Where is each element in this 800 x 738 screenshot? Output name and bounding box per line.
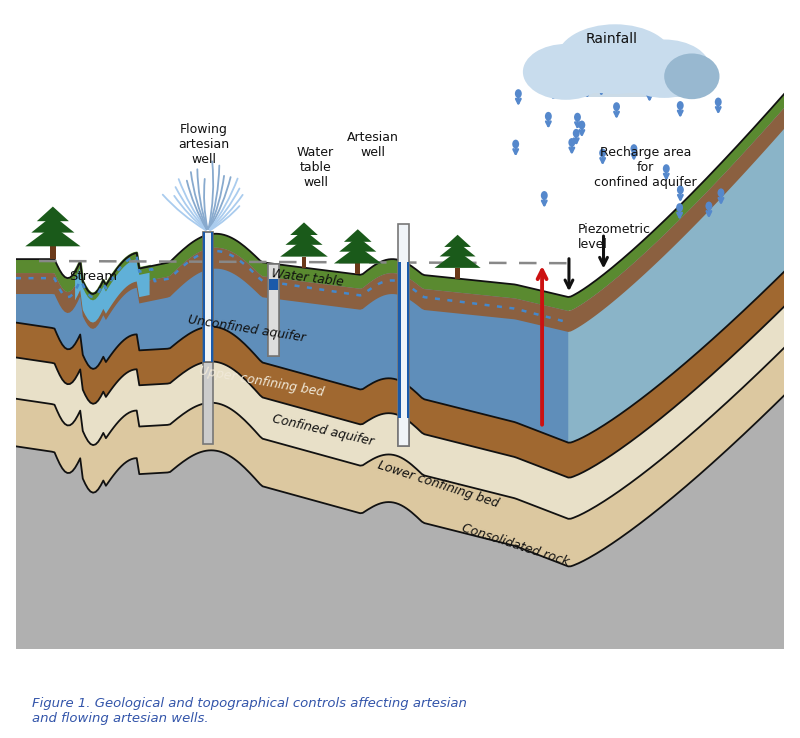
Polygon shape	[26, 226, 81, 246]
Polygon shape	[16, 348, 784, 566]
Ellipse shape	[568, 138, 575, 147]
Ellipse shape	[573, 129, 580, 138]
Text: Artesian
well: Artesian well	[347, 131, 399, 159]
Polygon shape	[16, 234, 568, 443]
Ellipse shape	[706, 201, 712, 210]
Ellipse shape	[550, 83, 557, 92]
Ellipse shape	[545, 112, 552, 121]
Text: Consolidated rock: Consolidated rock	[460, 521, 570, 568]
Ellipse shape	[557, 24, 674, 94]
Text: Water table: Water table	[271, 267, 345, 289]
Polygon shape	[444, 235, 471, 247]
Text: Figure 1. Geological and topographical controls affecting artesian
and flowing a: Figure 1. Geological and topographical c…	[32, 697, 467, 725]
Polygon shape	[440, 242, 475, 257]
Text: Rainfall: Rainfall	[586, 32, 638, 46]
Text: Piezometric
level: Piezometric level	[578, 223, 651, 251]
Ellipse shape	[714, 97, 722, 106]
Ellipse shape	[630, 144, 638, 153]
Bar	[398, 418, 410, 446]
Bar	[550, 85, 679, 97]
Polygon shape	[16, 396, 784, 649]
Ellipse shape	[598, 80, 605, 89]
Polygon shape	[339, 237, 376, 252]
Bar	[268, 263, 278, 356]
Polygon shape	[434, 251, 481, 268]
Bar	[355, 263, 360, 275]
Text: Flowing
artesian
well: Flowing artesian well	[178, 123, 230, 166]
Polygon shape	[37, 207, 69, 221]
Bar	[406, 262, 410, 418]
Bar	[268, 263, 278, 356]
Bar	[202, 362, 214, 444]
Polygon shape	[16, 272, 784, 477]
Ellipse shape	[677, 185, 684, 194]
Bar	[211, 232, 214, 362]
Polygon shape	[16, 94, 784, 311]
Text: Stream: Stream	[69, 270, 117, 283]
Text: Recharge area
for
confined aquifer: Recharge area for confined aquifer	[594, 145, 697, 189]
Bar	[202, 232, 205, 362]
Text: Confined aquifer: Confined aquifer	[271, 413, 375, 449]
Ellipse shape	[664, 53, 719, 99]
Ellipse shape	[515, 89, 522, 98]
Bar	[269, 278, 278, 290]
Ellipse shape	[523, 44, 609, 100]
Ellipse shape	[677, 101, 684, 110]
Polygon shape	[16, 307, 784, 519]
Ellipse shape	[584, 82, 590, 91]
Bar	[546, 67, 684, 93]
Polygon shape	[334, 246, 382, 263]
Ellipse shape	[512, 139, 519, 148]
Ellipse shape	[613, 102, 620, 111]
Ellipse shape	[618, 40, 710, 98]
Bar	[202, 232, 214, 362]
Polygon shape	[16, 103, 784, 443]
Text: Lower confining bed: Lower confining bed	[376, 459, 501, 510]
Ellipse shape	[718, 188, 725, 197]
Text: Unconfined aquifer: Unconfined aquifer	[186, 313, 306, 345]
Bar	[50, 246, 56, 259]
Ellipse shape	[599, 148, 606, 157]
Bar	[302, 257, 306, 268]
Text: Water
table
well: Water table well	[297, 145, 334, 189]
Polygon shape	[75, 259, 150, 323]
Polygon shape	[16, 108, 784, 332]
Ellipse shape	[574, 113, 581, 122]
Ellipse shape	[566, 33, 627, 69]
Ellipse shape	[646, 85, 653, 94]
Bar	[455, 268, 460, 278]
Ellipse shape	[663, 165, 670, 173]
Ellipse shape	[606, 32, 661, 65]
Ellipse shape	[578, 120, 586, 129]
Ellipse shape	[541, 191, 548, 200]
Polygon shape	[290, 222, 318, 235]
Polygon shape	[280, 239, 328, 257]
Text: Upper confining bed: Upper confining bed	[198, 365, 326, 399]
Polygon shape	[344, 230, 371, 242]
Polygon shape	[31, 215, 74, 232]
Bar	[398, 224, 410, 446]
Polygon shape	[286, 230, 322, 245]
Ellipse shape	[676, 203, 683, 212]
Bar	[398, 262, 401, 418]
